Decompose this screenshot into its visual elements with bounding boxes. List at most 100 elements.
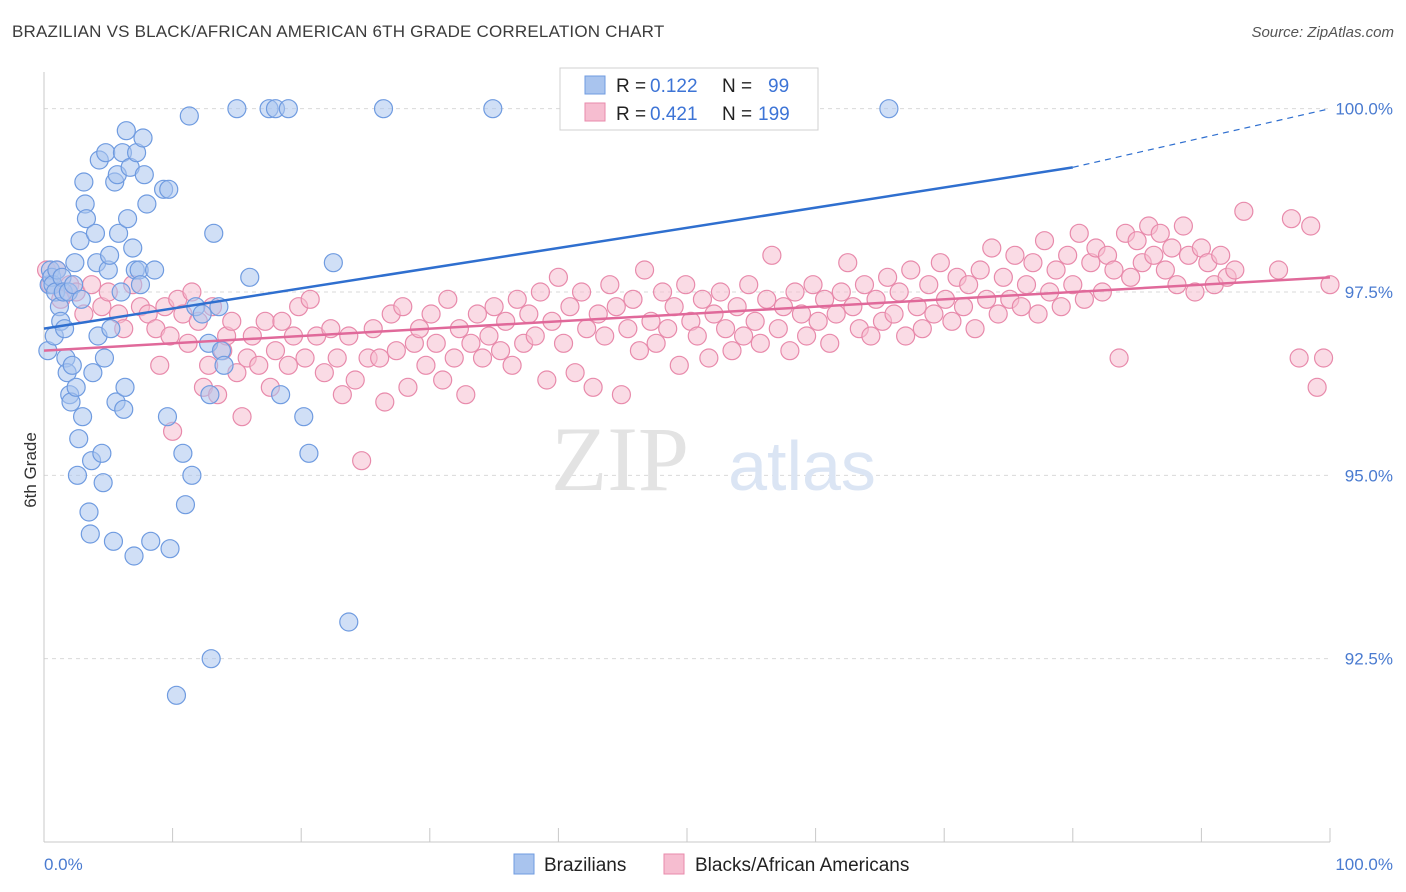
black-american-point [461,333,481,353]
black-american-point [664,297,684,317]
brazilian-point [200,385,220,405]
brazilian-point [66,377,86,397]
brazilian-point [173,443,193,463]
brazilian-point [111,282,131,302]
black-american-point [1034,231,1055,251]
black-american-point [537,370,557,390]
black-american-point [1268,260,1289,280]
black-american-point [884,304,904,324]
brazilian-point [83,363,103,383]
black-american-point [623,289,643,309]
black-american-point [449,319,469,339]
black-american-point [618,319,638,339]
brazilian-point [227,99,247,119]
black-american-point [1234,201,1254,221]
black-american-point [757,289,777,309]
brazilian-point [182,465,202,485]
black-american-point [838,253,858,273]
black-american-point [762,245,782,265]
black-american-point [727,297,747,317]
black-american-point [1069,223,1089,243]
brazilian-point [137,194,157,214]
black-american-point [924,304,944,324]
brazilian-point [108,223,129,243]
black-american-point [433,370,453,390]
black-american-point [1121,267,1141,287]
black-american-point [1144,245,1164,265]
black-american-point [710,282,731,302]
black-american-point [150,355,170,375]
brazilian-point [323,253,343,273]
black-american-point [866,289,886,309]
black-american-point [1051,297,1071,317]
black-american-point [1074,289,1094,309]
black-american-point [339,326,359,346]
black-american-point [739,275,759,295]
black-american-point [878,267,898,287]
black-american-point [1289,348,1309,368]
brazilian-point [294,407,314,427]
brazilian-point [483,99,503,119]
black-american-point [993,267,1013,287]
black-american-point [977,289,997,309]
black-american-point [479,326,499,346]
black-american-point [426,333,446,353]
brazilian-point [93,473,113,493]
black-american-point [444,348,464,368]
black-american-point [970,260,990,280]
brazilian-point [96,143,116,163]
brazilian-point [74,172,94,192]
brazilian-point [179,106,199,126]
black-american-point [1109,348,1129,368]
x-tick-label: 100.0% [1335,855,1393,874]
black-american-point [912,319,932,339]
black-american-point [820,333,840,353]
black-american-point [1058,245,1078,265]
y-axis-label: 6th Grade [21,432,40,508]
trend-lines [43,108,1331,352]
black-american-point [988,304,1008,324]
black-american-point [953,297,974,317]
black-american-point [1162,238,1182,258]
black-american-point [901,260,921,280]
black-american-point [1104,260,1124,280]
brazilian-point [69,429,89,449]
black-american-point [692,289,713,309]
brazilian-point [67,465,88,485]
trend-line-brazilians [43,166,1073,330]
black-american-point [386,341,406,361]
black-american-point [629,341,650,361]
black-american-point [502,355,522,375]
legend-r-label-2: R = [616,104,646,125]
x-tick-label: 0.0% [44,855,83,874]
black-american-point [843,297,863,317]
legend-n-value-1: 99 [768,76,789,97]
brazilian-point [62,355,82,375]
black-american-point [295,348,315,368]
trend-line-brazilians-extension [1072,108,1331,168]
brazilian-point [201,649,221,669]
black-american-point [595,326,615,346]
brazilian-point [114,399,134,419]
black-american-point [345,370,365,390]
black-american-point [611,385,632,405]
brazilian-point [123,238,143,258]
black-american-point [565,363,585,383]
black-american-point [750,333,770,353]
black-american-point [484,297,504,317]
black-american-point [646,333,666,353]
black-american-point [332,385,352,405]
black-american-point [715,319,736,339]
brazilian-point [54,319,75,339]
black-american-point [548,267,569,287]
legend-r-label-1: R = [616,76,646,97]
black-american-point [265,341,286,361]
brazilian-point [85,223,106,243]
black-american-point [896,326,916,346]
black-american-point [393,297,413,317]
black-american-point [1281,209,1302,229]
grid-lines [44,108,1330,660]
series-legend: Brazilians Blacks/African Americans [513,853,909,876]
black-american-point [467,304,487,324]
chart-title: BRAZILIAN VS BLACK/AFRICAN AMERICAN 6TH … [12,22,665,41]
